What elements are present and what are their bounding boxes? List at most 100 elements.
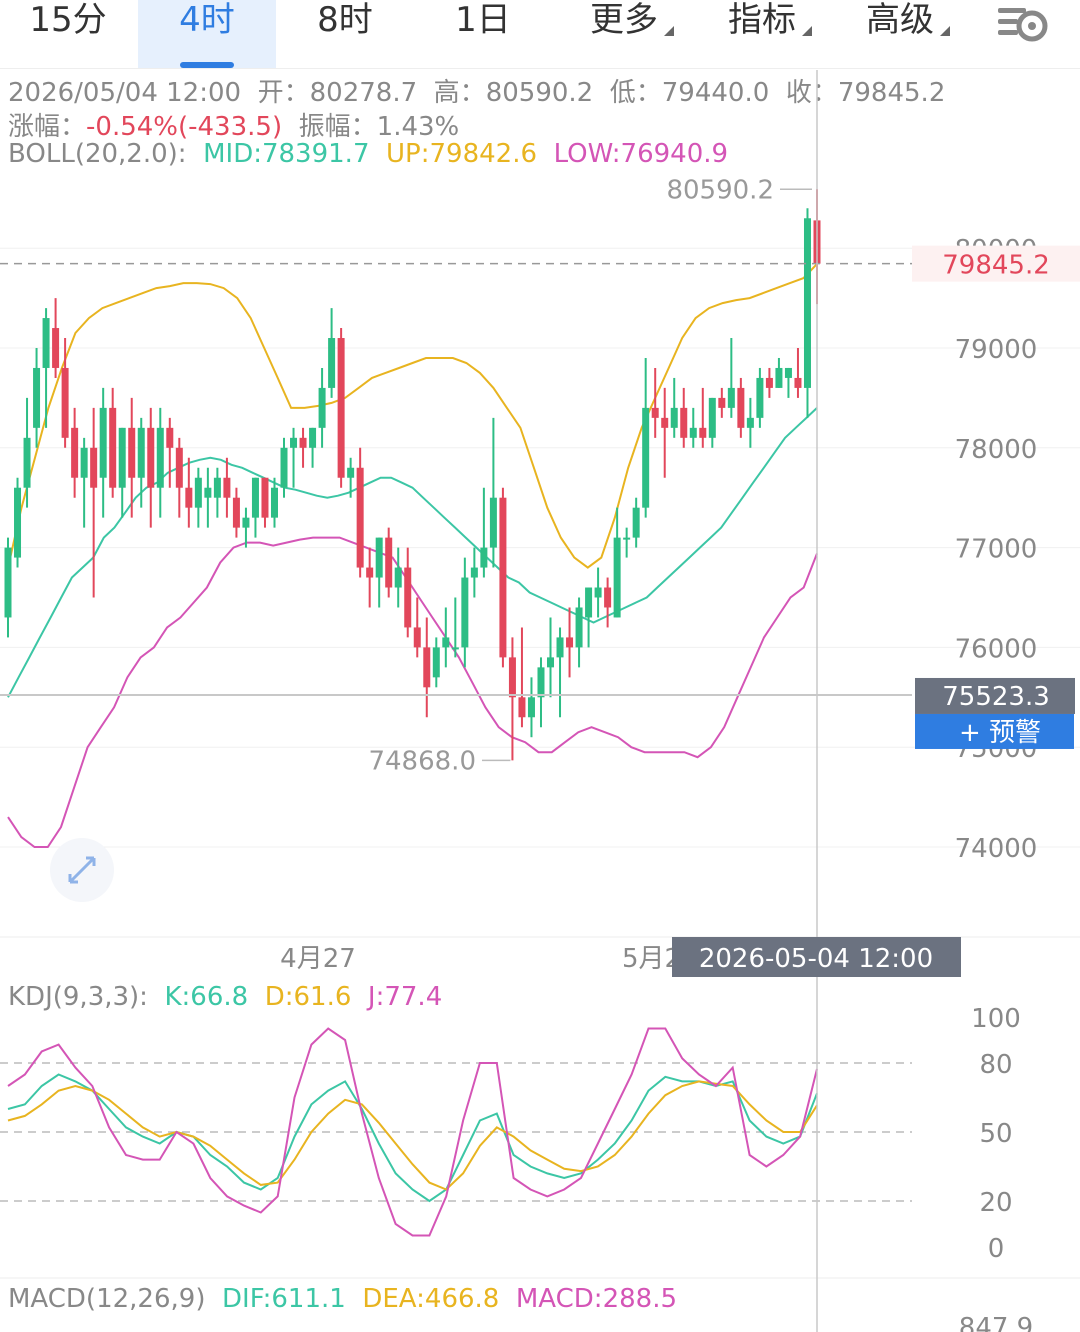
low-value: 79440.0 [661, 78, 770, 108]
candle-body [803, 218, 811, 388]
candle-body [156, 427, 164, 488]
high-label: 高： [433, 78, 486, 108]
kdj-legend: KDJ(9,3,3): K:66.8 D:61.6 J:77.4 [8, 982, 442, 1012]
max-price-label: 80590.2 [666, 175, 774, 205]
expand-chart-icon[interactable] [50, 838, 114, 902]
candle-body [299, 437, 307, 448]
kdj-j-line [7, 1027, 818, 1237]
current-price-label: 79845.2 [942, 251, 1050, 281]
time-axis-label: 4月27 [280, 944, 356, 974]
candle-body [61, 367, 69, 438]
tab-8h[interactable]: 8时 [276, 0, 414, 68]
candle-body [527, 697, 535, 718]
candle-body [765, 377, 773, 388]
tab-advanced[interactable]: 高级 [852, 0, 950, 68]
candle-body [213, 477, 221, 498]
candle-body [42, 318, 50, 368]
candle-body [661, 417, 669, 428]
candle-body [547, 657, 555, 668]
boll-lower-line [7, 536, 818, 848]
candle-body [632, 507, 640, 538]
tab-label: 高级 [866, 0, 934, 40]
period-tab-bar: 15分 4时 8时 1日 更多 指标 高级 [0, 0, 1080, 69]
tab-label: 4时 [179, 0, 235, 40]
candle-body [270, 487, 278, 518]
candle-body [137, 427, 145, 478]
tab-indicators[interactable]: 指标 [714, 0, 812, 68]
bar-datetime: 2026/05/04 12:00 [8, 78, 242, 108]
amplitude-value: 1.43% [376, 112, 460, 142]
candle-body [727, 387, 735, 408]
kdj-panel: 0 20 50 80 100 847.9 [0, 1004, 1033, 1332]
candle-body [480, 547, 488, 568]
crosshair-price-tag [915, 677, 1075, 714]
alert-button-label: + 预警 [959, 718, 1041, 748]
candle-body [347, 467, 355, 478]
candle-body [185, 487, 193, 508]
candle-body [99, 407, 107, 478]
candle-body [680, 407, 688, 438]
kdj-d-value: D:61.6 [264, 982, 352, 1012]
candle-body [280, 447, 288, 488]
grid-lines: 74000750007600077000780007900080000 [0, 235, 1080, 1279]
candle-body [33, 367, 41, 428]
candle-body [394, 567, 402, 588]
change-value: -0.54%(-433.5) [86, 112, 283, 142]
amplitude-label: 振幅： [298, 112, 377, 142]
crosshair-price-label: 75523.3 [942, 682, 1050, 712]
crosshair-time-tag [672, 937, 961, 977]
candle-body [166, 427, 174, 448]
kdj-axis-tick: 0 [988, 1234, 1005, 1264]
candle-body [147, 427, 155, 488]
candle-body [413, 627, 421, 648]
candle-body [175, 447, 183, 488]
candle-body [594, 587, 602, 598]
candle-body [194, 477, 202, 508]
candle-body [508, 657, 516, 698]
candle-body [356, 467, 364, 568]
chart-settings-gear-icon[interactable] [996, 2, 1052, 46]
candle-body [232, 497, 240, 528]
candle-body [499, 497, 507, 658]
candle-body [794, 377, 802, 388]
price-axis-tick: 79000 [955, 335, 1038, 365]
tab-more[interactable]: 更多 [576, 0, 674, 68]
boll-mid-value: MID:78391.7 [203, 139, 370, 169]
tab-4h[interactable]: 4时 [138, 0, 276, 68]
candle-body [80, 447, 88, 478]
candle-body [585, 587, 593, 618]
kdj-k-line [7, 1073, 818, 1203]
candle-body [756, 377, 764, 418]
tab-1d[interactable]: 1日 [414, 0, 552, 68]
macd-name: MACD(12,26,9) [8, 1284, 206, 1314]
candle-body [718, 397, 726, 408]
price-axis-tick: 74000 [955, 834, 1038, 864]
boll-name: BOLL(20,2.0): [8, 139, 187, 169]
min-price-label: 74868.0 [368, 746, 476, 776]
candlesticks [4, 189, 821, 761]
candle-body [689, 427, 697, 438]
candle-body [251, 477, 259, 518]
candle-body [366, 567, 374, 578]
candle-body [23, 437, 31, 488]
boll-legend: BOLL(20,2.0): MID:78391.7 UP:79842.6 LOW… [8, 139, 728, 169]
expand-arrows-icon [68, 856, 96, 884]
tab-label: 8时 [317, 0, 373, 40]
candle-body [461, 577, 469, 648]
alert-button[interactable] [915, 713, 1074, 749]
candle-body [261, 477, 269, 518]
candle-body [451, 647, 459, 650]
candle-body [566, 637, 574, 648]
close-label: 收： [785, 78, 838, 108]
candle-body [613, 537, 621, 618]
open-value: 80278.7 [309, 78, 418, 108]
macd-dif-value: DIF:611.1 [222, 1284, 346, 1314]
candle-body [375, 537, 383, 578]
candle-body [784, 367, 792, 378]
candle-body [337, 338, 345, 478]
candle-body [423, 647, 431, 688]
candle-body [328, 338, 336, 388]
tab-15min[interactable]: 15分 [0, 0, 136, 68]
open-label: 开： [257, 78, 310, 108]
